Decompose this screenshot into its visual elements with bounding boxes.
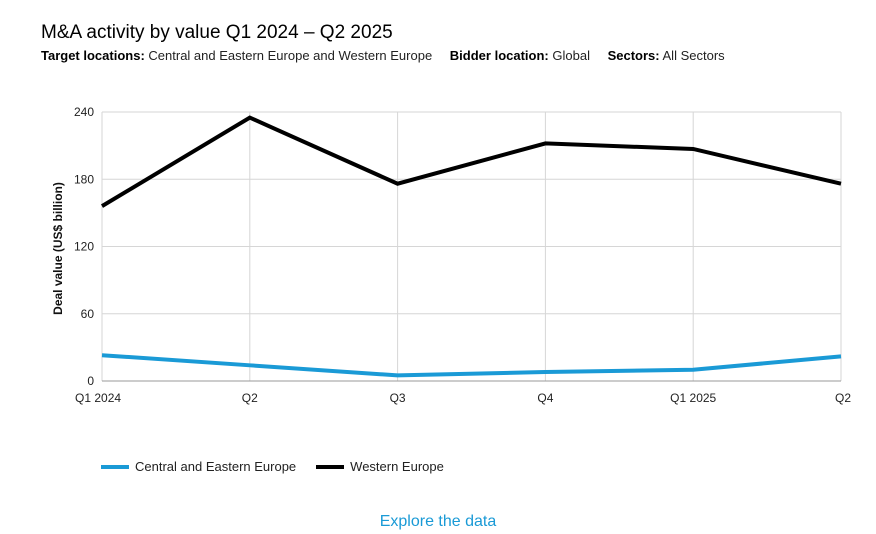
- x-tick-label: Q2: [242, 391, 258, 405]
- filter-bidder-location: Bidder location: Global: [450, 48, 590, 63]
- y-tick-label: 240: [74, 105, 94, 119]
- filter-target-locations: Target locations: Central and Eastern Eu…: [41, 48, 432, 63]
- y-tick-label: 180: [74, 172, 94, 186]
- filter-sectors: Sectors: All Sectors: [608, 48, 725, 63]
- legend-label: Central and Eastern Europe: [135, 459, 297, 474]
- y-axis-label: Deal value (US$ billion): [51, 182, 65, 315]
- y-tick-label: 60: [81, 307, 95, 321]
- filter-label: Target locations:: [41, 48, 145, 63]
- legend-label: Western Europe: [350, 459, 444, 474]
- x-tick-label: Q3: [390, 391, 406, 405]
- x-tick-label: Q4: [537, 391, 553, 405]
- chart-legend: Central and Eastern Europe Western Europ…: [101, 459, 464, 474]
- y-tick-label: 120: [74, 240, 94, 254]
- x-tick-label: Q2: [835, 391, 851, 405]
- legend-swatch: [316, 464, 345, 469]
- filter-value: All Sectors: [662, 48, 725, 63]
- legend-item-western-europe[interactable]: Western Europe: [316, 459, 444, 474]
- series-line-western-europe: [100, 115, 842, 208]
- filter-value: Global: [552, 48, 590, 63]
- filter-summary: Target locations: Central and Eastern Eu…: [41, 48, 739, 63]
- y-tick-label: 0: [87, 374, 94, 388]
- filter-label: Bidder location:: [449, 48, 549, 63]
- x-tick-label: Q1 2025: [670, 391, 716, 405]
- x-tick-label: Q1 2024: [75, 391, 121, 405]
- legend-swatch: [101, 464, 129, 469]
- explore-data-link[interactable]: Explore the data: [379, 513, 497, 530]
- filter-label: Sectors:: [607, 48, 660, 63]
- filter-value: Central and Eastern Europe and Western E…: [148, 48, 433, 63]
- legend-item-central-eastern-europe[interactable]: Central and Eastern Europe: [101, 459, 296, 474]
- chart-title: M&A activity by value Q1 2024 – Q2 2025: [41, 22, 393, 43]
- series-line-central-eastern-europe: [101, 353, 842, 378]
